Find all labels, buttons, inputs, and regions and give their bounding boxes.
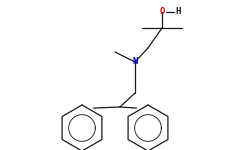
Text: N: N (132, 57, 138, 66)
Text: O: O (159, 8, 165, 16)
Text: H: H (175, 8, 181, 16)
